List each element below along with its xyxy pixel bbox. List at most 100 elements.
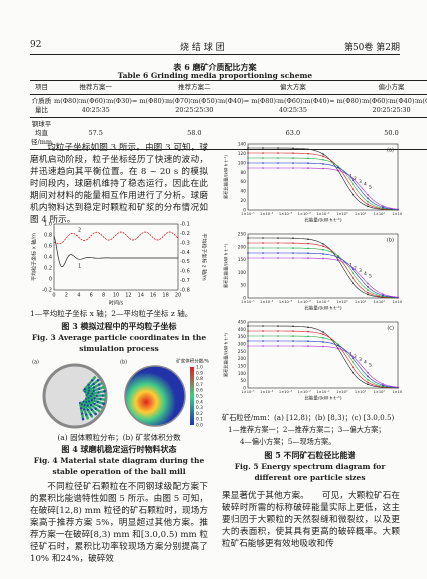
colorbar-tick-label: 1.0	[196, 365, 203, 371]
curve-label: 5	[369, 184, 372, 190]
figure-legend: (a) 固体颗粒分布；(b) 矿浆体积分数	[57, 433, 181, 442]
x-tick-label: 1×10⁰	[336, 212, 348, 216]
paragraph: 均粒子坐标如图 3 所示。由图 3 可知，球磨机启动阶段，粒子坐标经历了快速的波…	[30, 143, 208, 225]
particle	[99, 394, 103, 397]
x-tick-label: 1×10³	[392, 300, 402, 304]
x-tick-label: 1×10⁻¹	[316, 212, 330, 216]
x-axis-label: 比能量/(kW·h·t⁻¹)	[304, 305, 341, 312]
x-tick-label: 1×10⁻⁴	[260, 300, 274, 304]
colorbar-tick-label: 0.8	[196, 376, 203, 382]
particle	[93, 394, 97, 397]
y-tick-label: 0	[49, 277, 52, 283]
figure-4: (a) (b) 矿浆体积分数/%1.00.90.80.70.60.50.40.30.…	[32, 358, 210, 429]
y-tick-label: 200	[238, 356, 246, 362]
particle	[99, 397, 103, 401]
curve	[53, 231, 179, 245]
particle	[103, 394, 107, 397]
particle	[90, 415, 94, 418]
curve-label: 3	[359, 268, 362, 274]
particle	[89, 396, 93, 399]
figure-caption-en: Fig. 5 Energy spectrum diagram for diffe…	[234, 462, 386, 482]
y2-tick-label: -0.4	[180, 250, 190, 256]
curve-label: 2	[354, 354, 357, 360]
curve	[248, 340, 399, 388]
colorbar-tick-label: 0.9	[196, 370, 203, 376]
particle	[101, 398, 105, 401]
x-tick-label: 1×10⁰	[336, 300, 348, 304]
colorbar	[190, 367, 194, 425]
x-tick-label: 1×10⁻²	[298, 212, 312, 216]
slurry-map	[124, 365, 186, 427]
table-cell: m(Φ80)∶m(Φ60)∶m(Φ40)∶m(Φ30)= 20∶25∶25∶30	[336, 97, 427, 114]
x-tick-label: 1×10³	[392, 212, 402, 216]
y-tick-label: 0.6	[44, 244, 52, 250]
curve	[248, 162, 399, 210]
figure-legend: 矿石粒径/mm：(a) [12,8)；(b) [8,3)；(c) [3.0,0.…	[222, 413, 395, 422]
y-tick-label: 150	[238, 257, 246, 263]
colorbar-tick-label: 0.0	[196, 423, 203, 429]
y-tick-label: 40	[241, 189, 247, 195]
particle	[95, 391, 98, 395]
figure-caption-en: Fig. 4 Material state diagram during the…	[33, 456, 205, 476]
header-row: 项目推荐方案一推荐方案二偏大方案偏小方案现场方案	[30, 80, 427, 95]
x-tick-label: 0	[52, 293, 55, 299]
panel-label: (a)	[32, 360, 39, 366]
table-cell: m(Φ80)∶m(Φ70)∶m(Φ50)∶m(Φ40)= 20∶25∶25∶30	[139, 97, 250, 114]
particle	[97, 409, 101, 413]
panel-label: (b)	[120, 360, 127, 366]
paragraph: 不同粒径矿石颗粒在不同钢球级配方案下的累积比能谱特性如图 5 所示。由图 5 可…	[30, 482, 209, 564]
particle	[103, 398, 106, 401]
curve	[248, 252, 399, 298]
particle	[91, 394, 95, 398]
curve-label: 2	[78, 228, 81, 234]
curve-label: 1	[78, 264, 81, 270]
particle	[101, 390, 104, 393]
y-tick-label: 0	[243, 296, 246, 302]
table-title: 表 6 磨矿介质配比方案	[173, 62, 257, 72]
particle	[103, 390, 106, 393]
curve	[248, 167, 399, 210]
y-tick-label: 0	[243, 386, 246, 392]
journal-name: 烧 结 球 团	[180, 43, 225, 53]
y2-tick-label: -0.5	[180, 259, 190, 265]
x-tick-label: 1×10⁻⁵	[241, 300, 255, 304]
particle	[89, 394, 93, 398]
y-axis-label: 平均粒子坐标 x 轴/m	[31, 233, 38, 281]
particle	[81, 417, 85, 421]
particle	[99, 390, 102, 394]
y2-tick-label: -0.7	[180, 278, 190, 284]
particle	[101, 394, 105, 397]
figure-3: 1.00.80.60.40.20-0.2-0.1-0.2-0.3-0.4-0.5…	[31, 222, 208, 307]
column-header: 项目	[30, 80, 54, 95]
x-tick-label: 1×10⁻²	[298, 390, 312, 394]
x-tick-label: 1×10⁰	[336, 390, 348, 394]
x-tick-label: 1×10⁻⁵	[241, 212, 255, 216]
y-tick-label: 0	[243, 208, 246, 214]
particle	[93, 376, 97, 379]
y2-tick-label: -0.8	[180, 288, 190, 294]
x-tick-label: 16	[150, 293, 156, 299]
particle	[97, 394, 101, 397]
curve	[248, 157, 399, 210]
panel-label: (a)	[387, 148, 394, 154]
curve-label: 1	[349, 263, 352, 269]
y-axis-label: 累积比能量/(kW·h·t⁻¹)	[223, 244, 230, 288]
table-cell: 57.5	[53, 117, 139, 150]
x-tick-label: 1×10⁻²	[298, 300, 312, 304]
plot-frame	[53, 223, 179, 291]
y-tick-label: 120	[238, 151, 246, 157]
table-cell: 钢球平均直径/mm	[30, 117, 54, 150]
curve	[248, 237, 399, 299]
curve-label: 3	[359, 179, 362, 185]
curve	[248, 147, 399, 211]
figure-caption: 图 3 模拟过程中的平均粒子坐标	[61, 321, 177, 331]
x-tick-label: 1×10⁻³	[279, 390, 293, 394]
y2-tick-label: -0.1	[180, 222, 190, 228]
y2-tick-label: -0.6	[180, 269, 190, 275]
curve	[248, 257, 399, 298]
figure-caption: 图 4 球磨机稳定运行时物料状态	[61, 444, 177, 454]
colorbar-tick-label: 0.1	[196, 417, 203, 423]
y-tick-label: -0.2	[42, 288, 52, 294]
y-tick-label: 50	[241, 283, 247, 289]
